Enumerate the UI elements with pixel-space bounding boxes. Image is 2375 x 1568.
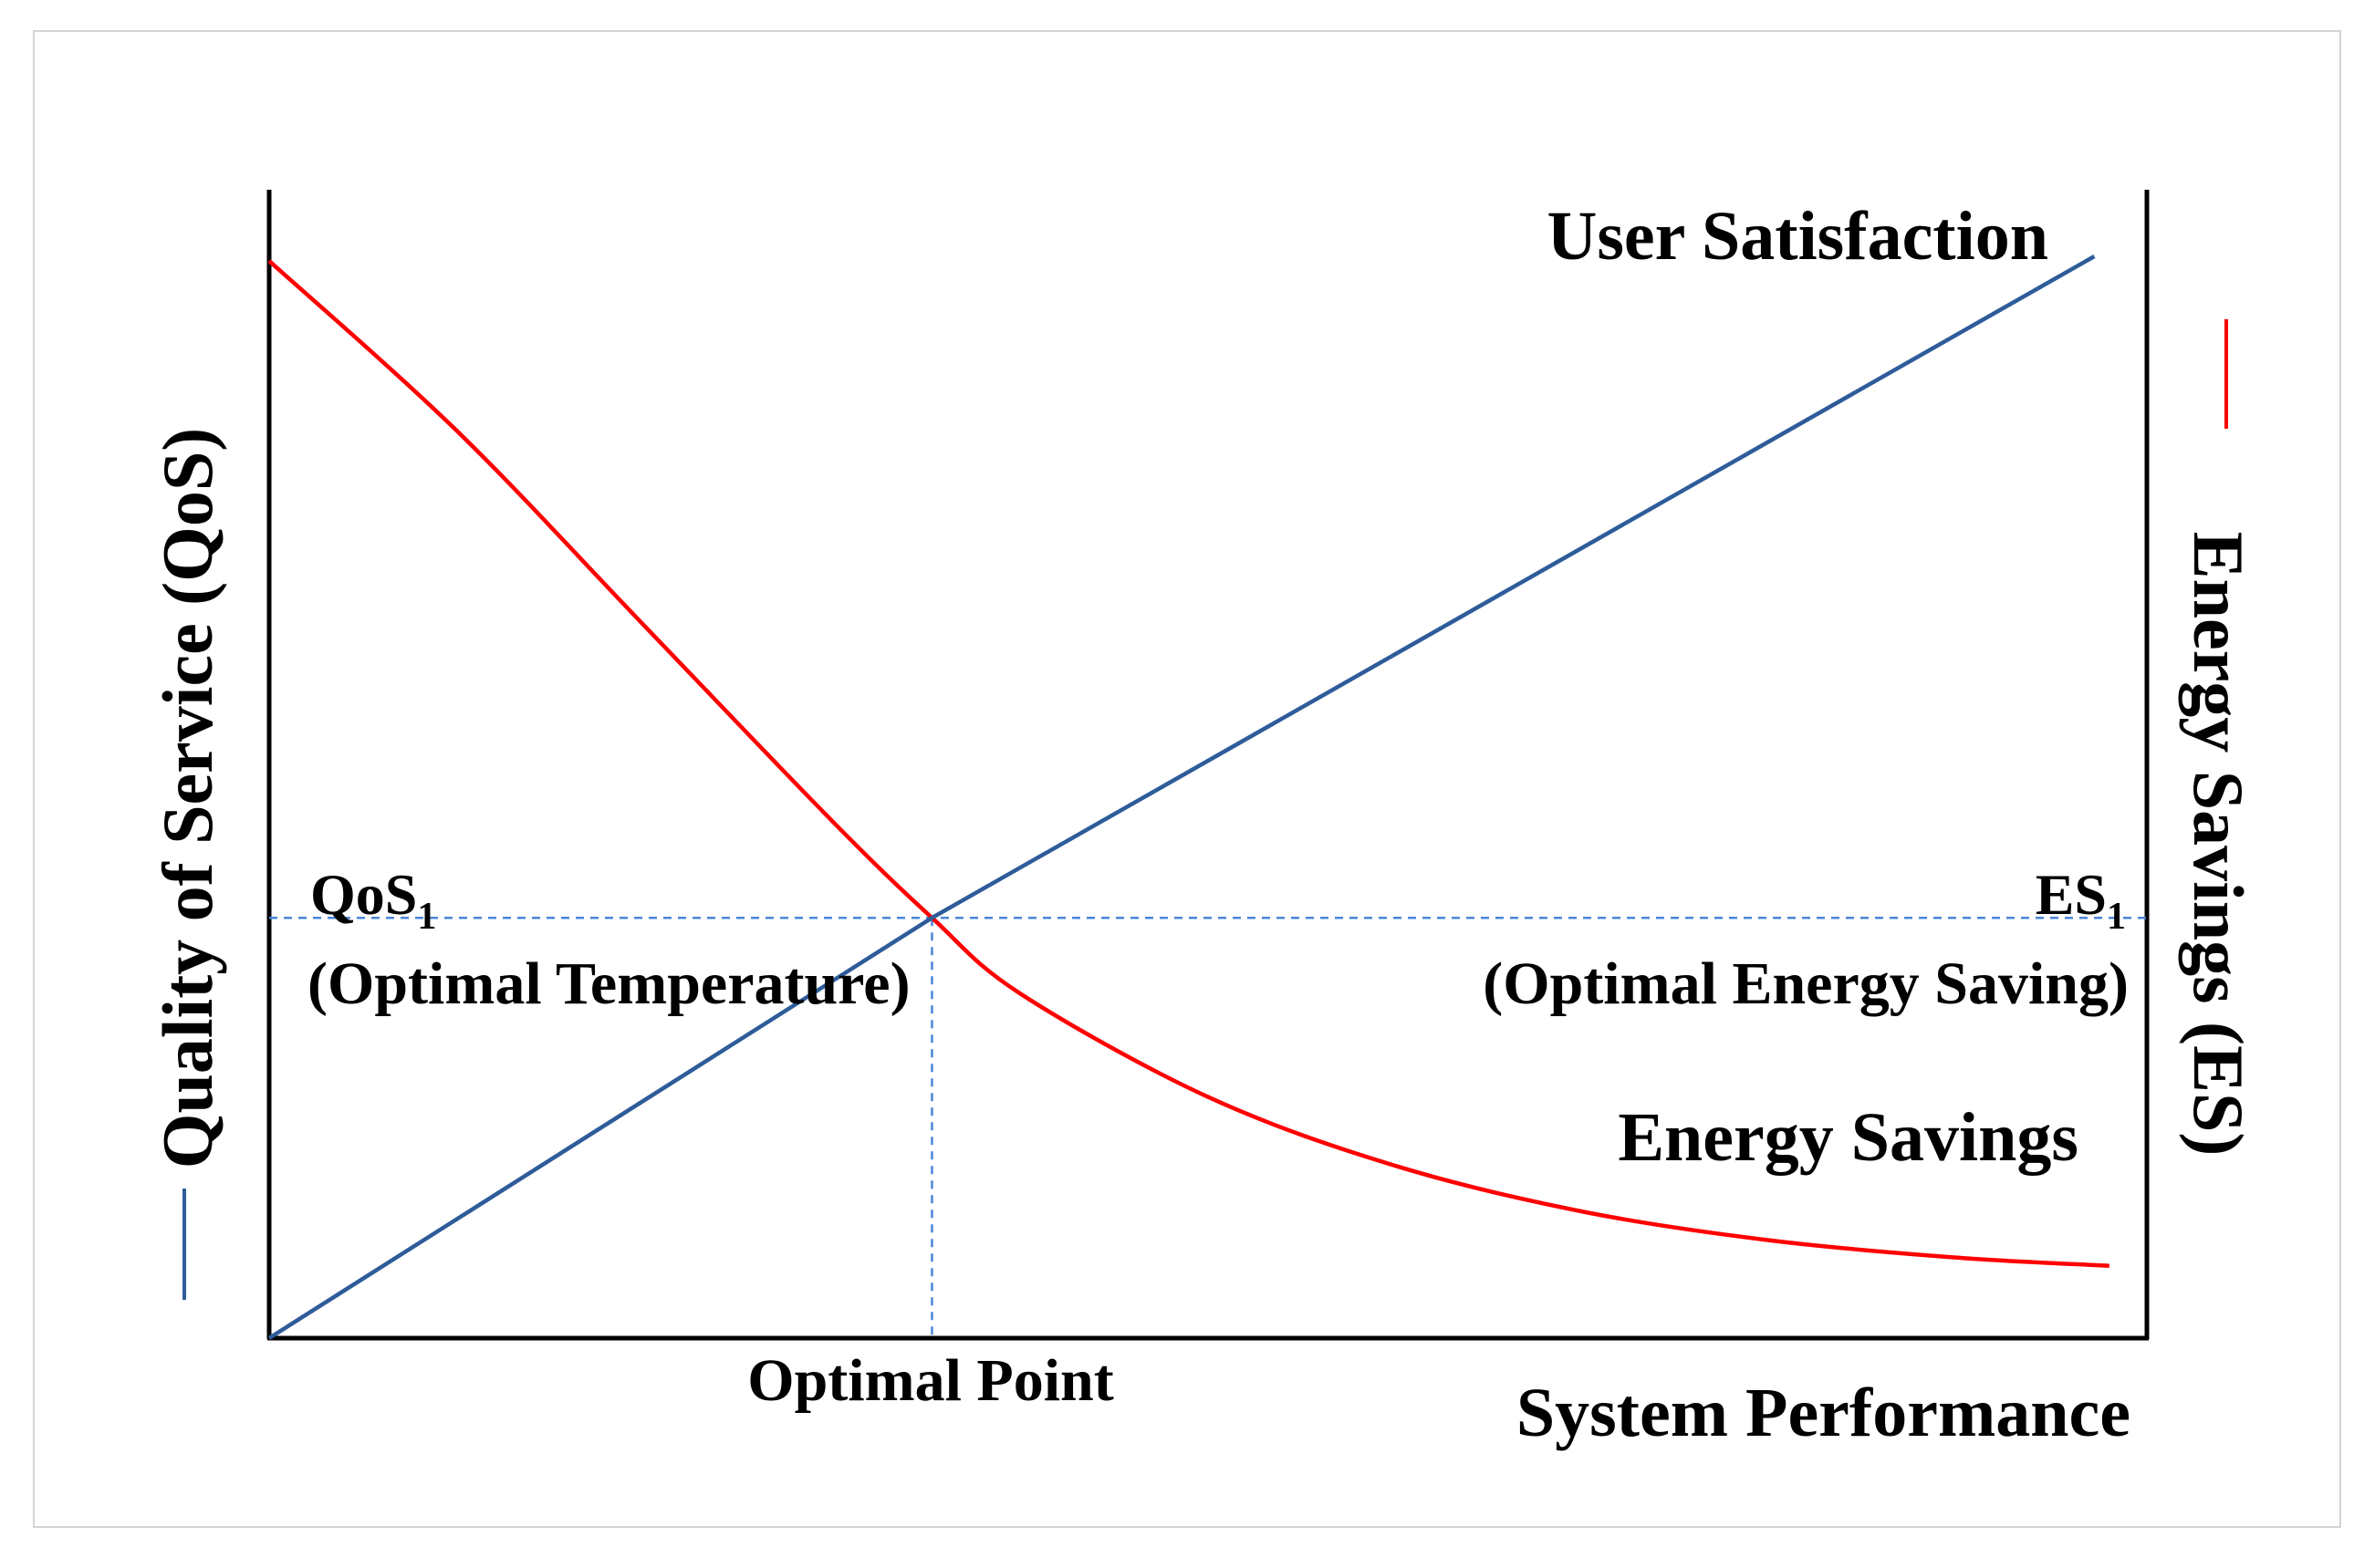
x-axis-label: System Performance (1516, 1375, 2130, 1451)
user-satisfaction-label: User Satisfaction (1547, 198, 2048, 275)
energy-savings-curve (267, 259, 2109, 1268)
y-axis-label-left: Quality of Service (QoS) (148, 428, 227, 1168)
figure-frame (33, 30, 2341, 1528)
qos1-description: (Optimal Temperature) (307, 950, 911, 1017)
es1-subscript: 1 (2107, 896, 2126, 938)
y-axis-label-right: Energy Savings (ES) (2179, 532, 2258, 1157)
right-y-axis-title: Energy Savings (ES) (2179, 532, 2258, 1157)
qos1-label: QoS1 (310, 862, 436, 938)
es1-description: (Optimal Energy Saving) (1483, 950, 2129, 1017)
es1-label: ES1 (2036, 862, 2126, 938)
user-satisfaction-line (267, 254, 2096, 1340)
left-y-axis-title: Quality of Service (QoS) (148, 428, 227, 1168)
x-tick-label-optimal-point: Optimal Point (747, 1347, 1114, 1414)
energy-savings-label: Energy Savings (1618, 1099, 2078, 1176)
qos1-subscript: 1 (417, 896, 436, 938)
